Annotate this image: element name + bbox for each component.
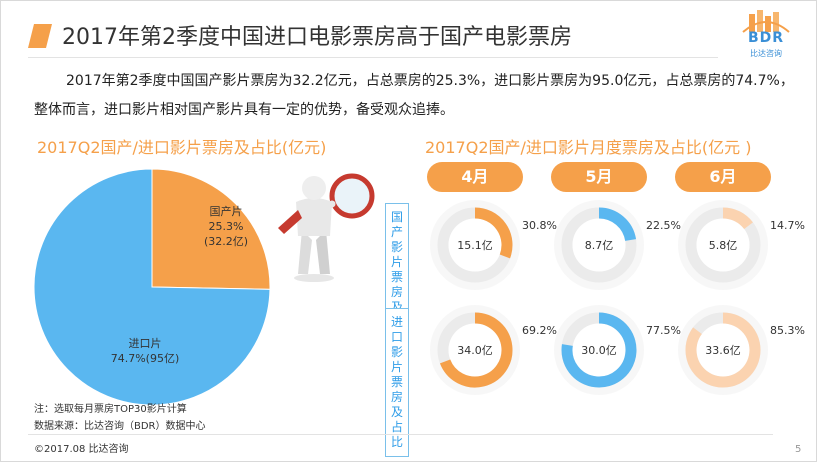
- row-label-char: 房: [390, 390, 403, 404]
- donut-percent-label: 22.5%: [646, 219, 681, 232]
- donut-percent-label: 69.2%: [522, 324, 557, 337]
- row-label-char: 及: [390, 405, 403, 419]
- row-label-char: 比: [390, 435, 403, 449]
- row-label-char: 片: [390, 360, 403, 374]
- logo-text: BDR: [747, 30, 785, 46]
- donut-arc-r0-c1: [598, 207, 637, 242]
- row-label-char: 影: [390, 240, 403, 254]
- title-divider: [28, 57, 718, 58]
- row-label-imported: 进口影片票房及占比: [385, 308, 409, 457]
- pie-percent-domestic: 25.3%: [209, 220, 244, 233]
- copyright: ©2017.08 比达咨询: [34, 444, 129, 455]
- donut-arc-r0-c2: [722, 207, 753, 230]
- donut-chart-title: 2017Q2国产/进口影片月度票房及占比(亿元 ): [425, 138, 752, 157]
- donut-percent-label: 14.7%: [770, 219, 805, 232]
- donut-grid: 15.1亿 30.8% 8.7亿 22.5% 5.8亿 14.7% 34.0亿 69.2% 30…: [430, 200, 805, 395]
- pie-label-domestic: 国产片: [210, 204, 243, 218]
- month-pill-april: 4月: [427, 162, 523, 192]
- donut-hole: [572, 323, 626, 377]
- intro-paragraph: 2017年第2季度中国国产影片票房为32.2亿元，占总票房的25.3%，进口影片…: [34, 73, 794, 118]
- footnote-source: 数据来源：比达咨询（BDR）数据中心: [34, 421, 206, 432]
- donut-hole: [448, 218, 502, 272]
- row-label-char: 票: [390, 270, 403, 284]
- row-label-char: 产: [390, 225, 403, 239]
- donut-arc-r1-c1: [561, 312, 637, 388]
- donut-value-label: 30.0亿: [581, 344, 617, 357]
- donut-arc-r0-c0: [474, 207, 513, 259]
- pie-value-domestic: (32.2亿): [204, 235, 248, 248]
- row-label-char: 口: [390, 330, 403, 344]
- bdr-logo: BDR 比达咨询: [735, 8, 797, 60]
- pie-label-imported: 进口片: [129, 337, 162, 350]
- row-label-char: 占: [390, 420, 403, 434]
- donut-percent-label: 77.5%: [646, 324, 681, 337]
- logo-subtext: 比达咨询: [750, 49, 782, 58]
- donut-arc-r1-c0: [439, 312, 513, 388]
- month-pill-may: 5月: [551, 162, 647, 192]
- donut-value-label: 8.7亿: [585, 239, 614, 252]
- donut-value-label: 5.8亿: [709, 239, 738, 252]
- donut-hole: [572, 218, 626, 272]
- row-label-char: 票: [390, 375, 403, 389]
- donut-value-label: 33.6亿: [705, 344, 741, 357]
- row-label-char: 片: [390, 255, 403, 269]
- donut-arc-r1-c2: [685, 312, 761, 388]
- month-pill-june: 6月: [675, 162, 771, 192]
- donut-percent-label: 85.3%: [770, 324, 805, 337]
- row-label-char: 影: [390, 345, 403, 359]
- donut-value-label: 15.1亿: [457, 239, 493, 252]
- donut-percent-label: 30.8%: [522, 219, 557, 232]
- footnote-method: 注：选取每月票房TOP30影片计算: [34, 404, 187, 415]
- row-label-char: 房: [390, 285, 403, 299]
- donut-hole: [696, 218, 750, 272]
- pie-slice-0: [151, 168, 271, 290]
- pie-slice-1: [33, 168, 271, 405]
- magnifier-figure-illustration: [278, 173, 375, 282]
- page-title: 2017年第2季度中国进口电影票房高于国产电影票房: [62, 25, 572, 50]
- pie-chart: 国产片 25.3% (32.2亿) 进口片 74.7%(95亿): [33, 168, 271, 405]
- logo-building-icon: [742, 10, 790, 33]
- donut-hole: [696, 323, 750, 377]
- page-number: 5: [795, 444, 802, 455]
- donut-hole: [448, 323, 502, 377]
- donut-value-label: 34.0亿: [457, 344, 493, 357]
- footer-divider: [28, 434, 773, 435]
- pie-percent-imported: 74.7%(95亿): [111, 352, 180, 365]
- row-label-char: 进: [390, 315, 403, 329]
- pie-chart-title: 2017Q2国产/进口影片票房及占比(亿元): [37, 138, 327, 157]
- row-label-char: 国: [390, 210, 403, 224]
